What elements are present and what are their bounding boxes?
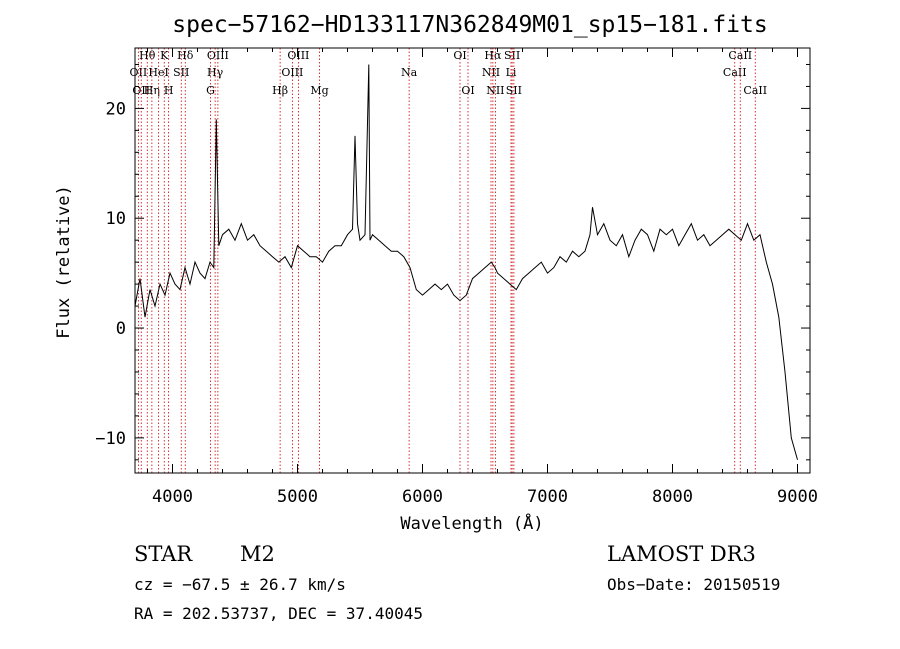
x-tick-label: 4000 [152, 487, 193, 507]
line-marker-label: CaII [723, 66, 747, 79]
spectrum-line [134, 64, 798, 460]
line-marker-label: NII [486, 84, 504, 97]
line-marker-label: H [164, 84, 174, 97]
line-marker-label: SII [506, 84, 522, 97]
line-marker-label: G [206, 84, 215, 97]
line-marker-label: Hα [484, 49, 502, 62]
line-marker-label: HeI [148, 66, 168, 79]
x-tick-label: 8000 [652, 487, 693, 507]
line-marker-label: OI [453, 49, 466, 62]
line-marker-label: OII [132, 84, 150, 97]
x-tick-label: 6000 [402, 487, 443, 507]
spectrum-layer [134, 64, 798, 460]
line-marker-label: OII [130, 66, 148, 79]
y-tick-label: 10 [106, 209, 126, 229]
subclass-label: M2 [240, 542, 275, 566]
chart-title: spec−57162−HD133117N362849M01_sp15−181.f… [172, 12, 767, 38]
line-marker-label: OIII [281, 66, 303, 79]
survey-label: LAMOST DR3 [607, 542, 756, 566]
line-marker-label: Hδ [177, 49, 194, 62]
line-marker-label: OIII [287, 49, 309, 62]
coords-label: RA = 202.53737, DEC = 37.40045 [134, 604, 423, 623]
x-axis-label: Wavelength (Å) [400, 512, 543, 534]
x-tick-label: 9000 [777, 487, 818, 507]
line-marker-label: OI [461, 84, 474, 97]
plot-frame [134, 47, 811, 474]
tick-layer: 4000 5000 6000 7000 8000 9000 −10 0 10 20 [95, 48, 818, 507]
line-marker-label: Hβ [272, 84, 288, 97]
line-marker-label: SII [173, 66, 189, 79]
line-marker-label: K [160, 49, 169, 62]
line-marker-label: SII [504, 49, 520, 62]
line-marker-layer: OIIOIIHθHηHeIKHSIIHδGHγOIIIHβOIIIOIIIMgN… [130, 48, 767, 473]
x-tick-label: 7000 [527, 487, 568, 507]
obs-date-label: Obs−Date: 20150519 [607, 575, 780, 594]
line-marker-label: CaII [743, 84, 767, 97]
y-tick-label: 20 [106, 99, 126, 119]
cz-label: cz = −67.5 ± 26.7 km/s [134, 575, 346, 594]
line-marker-label: Hγ [207, 66, 224, 79]
line-marker-label: NII [482, 66, 500, 79]
line-marker-label: OIII [207, 49, 229, 62]
line-marker-label: CaII [728, 49, 752, 62]
y-axis-label: Flux (relative) [54, 185, 74, 339]
y-tick-label: −10 [95, 429, 126, 449]
line-marker-label: Hη [144, 84, 160, 97]
line-marker-label: Na [401, 66, 418, 79]
class-label: STAR [134, 542, 193, 566]
line-marker-label: Li [506, 66, 517, 79]
line-marker-label: Mg [310, 84, 328, 97]
y-tick-label: 0 [116, 319, 126, 339]
x-tick-label: 5000 [277, 487, 318, 507]
